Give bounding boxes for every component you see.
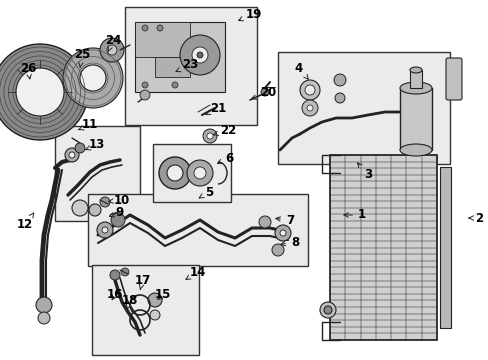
- Circle shape: [280, 230, 285, 236]
- Text: 6: 6: [217, 152, 233, 165]
- Text: 26: 26: [20, 62, 36, 79]
- Circle shape: [299, 80, 319, 100]
- Text: 18: 18: [122, 293, 138, 309]
- Bar: [92, 265, 199, 355]
- Circle shape: [111, 213, 125, 227]
- Circle shape: [80, 65, 106, 91]
- Text: 17: 17: [135, 274, 151, 289]
- Circle shape: [0, 44, 88, 140]
- Circle shape: [194, 167, 205, 179]
- Bar: [329, 155, 436, 340]
- Circle shape: [167, 165, 183, 181]
- Circle shape: [274, 225, 290, 241]
- Bar: [399, 88, 431, 150]
- Bar: [55, 126, 140, 221]
- Circle shape: [63, 48, 123, 108]
- Text: 13: 13: [85, 139, 105, 152]
- Circle shape: [150, 310, 160, 320]
- Text: 23: 23: [176, 58, 198, 72]
- Text: 11: 11: [79, 118, 98, 131]
- Ellipse shape: [399, 144, 431, 156]
- Ellipse shape: [409, 67, 421, 73]
- Text: 19: 19: [238, 8, 262, 21]
- Bar: [278, 52, 449, 164]
- Circle shape: [334, 93, 345, 103]
- Circle shape: [100, 197, 110, 207]
- Text: 24: 24: [104, 33, 121, 52]
- Text: 15: 15: [155, 288, 171, 302]
- Circle shape: [192, 47, 207, 63]
- Circle shape: [306, 105, 312, 111]
- Bar: [125, 7, 257, 125]
- Text: 3: 3: [357, 163, 371, 181]
- Circle shape: [302, 100, 317, 116]
- Ellipse shape: [399, 82, 431, 94]
- Text: 9: 9: [109, 206, 124, 219]
- Bar: [155, 57, 190, 77]
- Bar: [88, 194, 307, 266]
- Circle shape: [110, 270, 120, 280]
- Text: 4: 4: [294, 62, 307, 79]
- Circle shape: [97, 222, 113, 238]
- Circle shape: [186, 160, 213, 186]
- Circle shape: [203, 129, 217, 143]
- Circle shape: [121, 268, 129, 276]
- Circle shape: [157, 25, 163, 31]
- Circle shape: [319, 302, 335, 318]
- Text: 7: 7: [275, 213, 293, 226]
- Text: 5: 5: [199, 185, 213, 198]
- Circle shape: [89, 204, 101, 216]
- Text: 10: 10: [108, 194, 130, 207]
- Circle shape: [148, 293, 162, 307]
- Bar: [135, 22, 190, 57]
- Text: 20: 20: [251, 86, 276, 99]
- Circle shape: [324, 306, 331, 314]
- Text: 14: 14: [185, 266, 206, 279]
- Text: 22: 22: [213, 123, 236, 136]
- Circle shape: [305, 85, 314, 95]
- Text: 1: 1: [343, 208, 366, 221]
- Bar: [439, 167, 450, 328]
- Circle shape: [100, 38, 124, 62]
- Bar: [409, 70, 421, 88]
- Bar: [135, 22, 224, 92]
- Circle shape: [180, 35, 220, 75]
- Circle shape: [36, 297, 52, 313]
- Circle shape: [142, 25, 148, 31]
- Circle shape: [75, 143, 85, 153]
- Circle shape: [333, 74, 346, 86]
- Text: 2: 2: [468, 211, 482, 225]
- FancyBboxPatch shape: [445, 58, 461, 100]
- Circle shape: [159, 157, 191, 189]
- Circle shape: [197, 52, 203, 58]
- Circle shape: [38, 312, 50, 324]
- Circle shape: [65, 148, 79, 162]
- Circle shape: [271, 244, 284, 256]
- Circle shape: [72, 200, 88, 216]
- Circle shape: [142, 82, 148, 88]
- Text: 12: 12: [17, 213, 34, 231]
- Text: 25: 25: [74, 49, 90, 67]
- Circle shape: [16, 68, 64, 116]
- Text: 8: 8: [280, 235, 299, 248]
- Circle shape: [107, 45, 117, 55]
- Circle shape: [102, 227, 108, 233]
- Text: 16: 16: [106, 288, 123, 302]
- Circle shape: [206, 133, 213, 139]
- Circle shape: [172, 82, 178, 88]
- Text: 21: 21: [205, 102, 225, 114]
- Circle shape: [69, 152, 75, 158]
- Circle shape: [261, 88, 268, 96]
- Circle shape: [140, 90, 150, 100]
- Bar: [153, 144, 230, 202]
- Circle shape: [259, 216, 270, 228]
